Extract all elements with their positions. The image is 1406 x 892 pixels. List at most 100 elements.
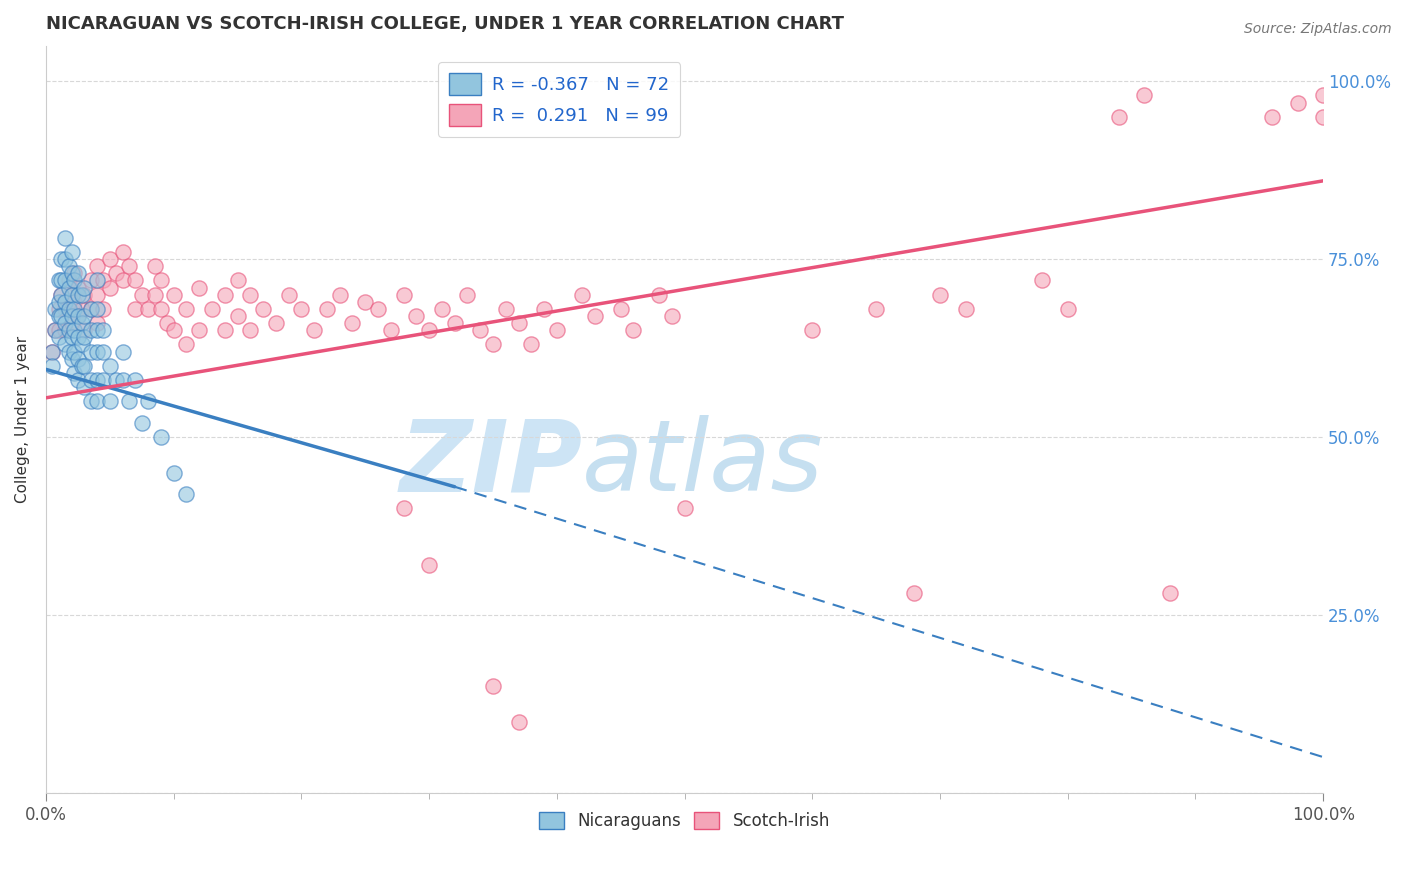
Point (188, 280, 211, 294)
Point (239, 287, 262, 301)
Point (41, 344, 63, 359)
Point (44, 301, 66, 316)
Legend: Nicaraguans, Scotch-Irish: Nicaraguans, Scotch-Irish (533, 805, 837, 837)
Point (79, 301, 101, 316)
Point (60, 316, 83, 330)
Point (143, 259, 166, 273)
Text: atlas: atlas (582, 416, 824, 513)
Point (111, 244, 134, 259)
Point (53, 273, 76, 287)
Point (66, 351, 89, 366)
Point (131, 416, 153, 430)
Point (482, 679, 505, 693)
Point (583, 309, 606, 323)
Point (63, 323, 86, 337)
Point (63, 301, 86, 316)
Point (226, 309, 249, 323)
Point (58, 259, 80, 273)
Point (66, 330, 89, 344)
Point (405, 309, 427, 323)
Point (456, 287, 478, 301)
Point (73, 330, 96, 344)
Point (1133, 88, 1156, 103)
Point (801, 323, 824, 337)
Point (48, 294, 70, 309)
Point (79, 373, 101, 387)
Point (470, 323, 492, 337)
Point (277, 287, 299, 301)
Point (79, 394, 101, 409)
Point (48, 273, 70, 287)
Point (51, 287, 73, 301)
Point (73, 280, 96, 294)
Point (60, 287, 83, 301)
Point (136, 394, 159, 409)
Point (98, 359, 121, 373)
Point (66, 287, 89, 301)
Point (51, 309, 73, 323)
Point (73, 359, 96, 373)
Text: ZIP: ZIP (399, 416, 582, 513)
Point (44, 323, 66, 337)
Point (214, 287, 236, 301)
Point (51, 287, 73, 301)
Point (1159, 586, 1181, 600)
Point (60, 287, 83, 301)
Point (105, 373, 128, 387)
Point (955, 301, 977, 316)
Point (98, 394, 121, 409)
Point (60, 266, 83, 280)
Point (609, 301, 631, 316)
Point (70, 316, 93, 330)
Point (86, 273, 108, 287)
Point (495, 301, 517, 316)
Point (51, 273, 73, 287)
Point (571, 287, 593, 301)
Point (329, 287, 352, 301)
Point (290, 301, 312, 316)
Point (58, 301, 80, 316)
Point (86, 394, 108, 409)
Point (316, 301, 339, 316)
Point (176, 487, 198, 501)
Point (93, 301, 115, 316)
Point (53, 294, 76, 309)
Point (41, 344, 63, 359)
Point (86, 287, 108, 301)
Point (264, 316, 287, 330)
Point (58, 344, 80, 359)
Point (214, 323, 236, 337)
Point (673, 501, 696, 516)
Point (143, 287, 166, 301)
Text: Source: ZipAtlas.com: Source: ZipAtlas.com (1244, 22, 1392, 37)
Point (156, 316, 179, 330)
Point (48, 301, 70, 316)
Point (520, 337, 543, 351)
Point (124, 301, 146, 316)
Point (53, 316, 76, 330)
Point (149, 301, 172, 316)
Point (51, 252, 73, 266)
Point (66, 309, 89, 323)
Point (302, 323, 325, 337)
Point (60, 309, 83, 323)
Point (73, 323, 96, 337)
Point (546, 323, 568, 337)
Point (79, 344, 101, 359)
Point (392, 501, 415, 516)
Point (163, 466, 186, 480)
Point (48, 309, 70, 323)
Point (443, 316, 465, 330)
Point (58, 273, 80, 287)
Point (418, 558, 440, 572)
Point (73, 287, 96, 301)
Point (124, 273, 146, 287)
Point (66, 280, 89, 294)
Point (86, 373, 108, 387)
Point (149, 273, 172, 287)
Point (53, 252, 76, 266)
Point (79, 323, 101, 337)
Y-axis label: College, Under 1 year: College, Under 1 year (15, 335, 30, 503)
Point (63, 344, 86, 359)
Point (44, 323, 66, 337)
